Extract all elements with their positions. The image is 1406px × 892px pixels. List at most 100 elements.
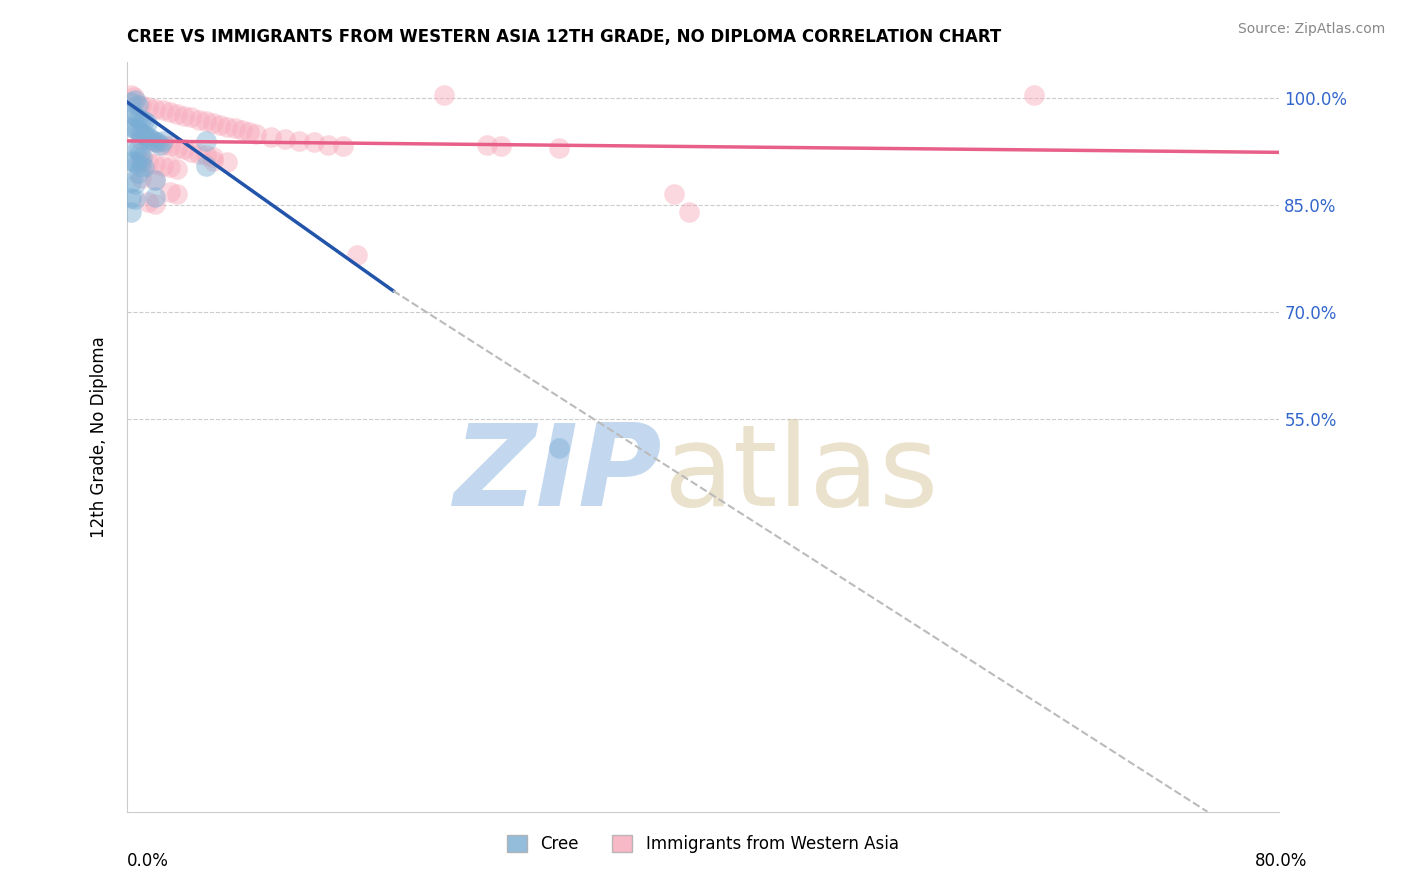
Point <box>120 153 142 168</box>
Point <box>129 98 152 112</box>
Point <box>180 145 202 159</box>
Point <box>1024 87 1046 102</box>
Point <box>128 146 150 161</box>
Point <box>173 143 195 157</box>
Point <box>217 155 239 169</box>
Point <box>332 139 354 153</box>
Point <box>194 159 217 173</box>
Point <box>134 128 156 143</box>
Point <box>124 193 146 207</box>
Point <box>152 134 174 148</box>
Point <box>122 89 145 103</box>
Point <box>136 155 159 169</box>
Point <box>194 134 217 148</box>
Text: CREE VS IMMIGRANTS FROM WESTERN ASIA 12TH GRADE, NO DIPLOMA CORRELATION CHART: CREE VS IMMIGRANTS FROM WESTERN ASIA 12T… <box>127 28 1001 45</box>
Point <box>120 191 142 205</box>
Point <box>120 205 142 219</box>
Point <box>124 141 146 155</box>
Point <box>491 139 513 153</box>
Point <box>124 109 146 123</box>
Point <box>187 146 209 161</box>
Point <box>139 132 162 146</box>
Point <box>129 171 152 186</box>
Point <box>136 100 159 114</box>
Point <box>166 162 188 177</box>
Point <box>129 153 152 168</box>
Point <box>166 187 188 202</box>
Point <box>159 139 181 153</box>
Point <box>145 157 166 171</box>
Point <box>159 186 181 200</box>
Point <box>433 87 456 102</box>
Point <box>127 98 149 112</box>
Point <box>131 127 153 141</box>
Point <box>120 175 142 189</box>
Point <box>548 141 571 155</box>
Text: atlas: atlas <box>662 419 938 530</box>
Point <box>131 150 153 164</box>
Point <box>136 134 159 148</box>
Point <box>202 153 225 168</box>
Point <box>202 150 225 164</box>
Point <box>231 123 253 137</box>
Point <box>128 125 150 139</box>
Point <box>217 120 239 134</box>
Point <box>132 161 155 175</box>
Point <box>202 116 225 130</box>
Point <box>145 173 166 187</box>
Point <box>124 177 146 191</box>
Text: 0.0%: 0.0% <box>127 852 169 870</box>
Point <box>475 137 498 152</box>
Point <box>145 173 166 187</box>
Point <box>120 120 142 134</box>
Point <box>245 127 267 141</box>
Point <box>129 159 152 173</box>
Point <box>149 137 172 152</box>
Point <box>122 155 145 169</box>
Point <box>132 114 155 128</box>
Point <box>145 189 166 203</box>
Point <box>152 159 174 173</box>
Y-axis label: 12th Grade, No Diploma: 12th Grade, No Diploma <box>90 336 108 538</box>
Point <box>288 134 311 148</box>
Point <box>146 136 169 150</box>
Point <box>129 112 152 127</box>
Point <box>142 134 165 148</box>
Point <box>302 136 325 150</box>
Point <box>678 205 700 219</box>
Point <box>259 130 281 145</box>
Point <box>318 137 340 152</box>
Point <box>180 111 202 125</box>
Point <box>274 132 297 146</box>
Point <box>120 87 142 102</box>
Point <box>664 187 686 202</box>
Text: ZIP: ZIP <box>454 419 662 530</box>
Point <box>136 194 159 209</box>
Point <box>129 132 152 146</box>
Point <box>548 441 571 455</box>
Point <box>145 136 166 150</box>
Point <box>125 157 148 171</box>
Point <box>209 118 232 132</box>
Point <box>127 143 149 157</box>
Point <box>194 148 217 162</box>
Text: Source: ZipAtlas.com: Source: ZipAtlas.com <box>1237 22 1385 37</box>
Point <box>122 121 145 136</box>
Point <box>346 248 368 262</box>
Point <box>145 102 166 116</box>
Point <box>145 196 166 211</box>
Point <box>127 166 149 180</box>
Point <box>173 109 195 123</box>
Point <box>238 125 260 139</box>
Point <box>152 137 174 152</box>
Point <box>166 141 188 155</box>
Point <box>224 121 246 136</box>
Point <box>159 161 181 175</box>
Point <box>152 103 174 118</box>
Point <box>125 123 148 137</box>
Point <box>124 93 146 107</box>
Point <box>166 107 188 121</box>
Point <box>159 105 181 120</box>
Text: 80.0%: 80.0% <box>1256 852 1308 870</box>
Point <box>127 111 149 125</box>
